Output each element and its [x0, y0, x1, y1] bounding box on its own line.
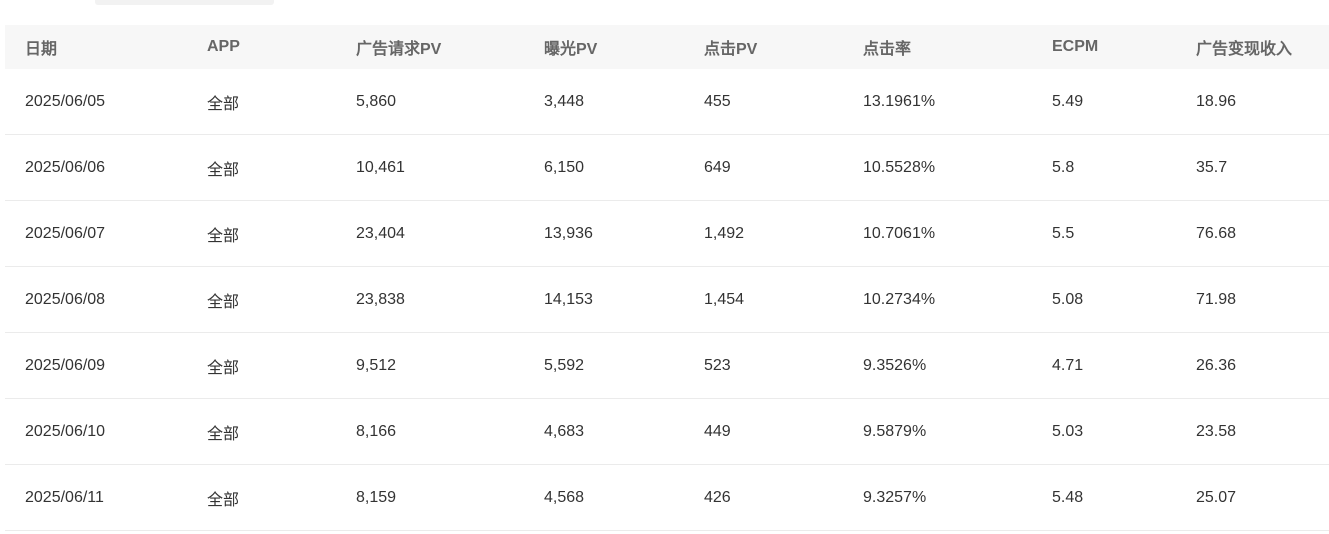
table-cell: 5.08 — [1052, 266, 1196, 333]
table-cell: 全部 — [207, 134, 356, 201]
table-cell: 5.48 — [1052, 464, 1196, 531]
table-cell: 8,159 — [356, 464, 544, 531]
table-cell: 2025/06/11 — [5, 464, 207, 531]
column-header: 点击率 — [863, 25, 1052, 69]
column-header: 日期 — [5, 25, 207, 69]
table-cell: 全部 — [207, 266, 356, 333]
table-cell: 全部 — [207, 200, 356, 267]
table-cell: 18.96 — [1196, 69, 1329, 135]
table-cell: 9.3257% — [863, 464, 1052, 531]
table-cell: 8,166 — [356, 398, 544, 465]
top-control[interactable] — [95, 0, 274, 5]
table-cell: 23,404 — [356, 200, 544, 267]
table-cell: 5.03 — [1052, 398, 1196, 465]
table-cell: 14,153 — [544, 266, 704, 333]
table-cell: 4,683 — [544, 398, 704, 465]
table-cell: 5,592 — [544, 332, 704, 399]
table-cell: 4,568 — [544, 464, 704, 531]
table-row: 2025/06/09 全部 9,512 5,592 523 9.3526% 4.71 26.3… — [5, 332, 1329, 399]
table-cell: 26.36 — [1196, 332, 1329, 399]
table-cell: 全部 — [207, 398, 356, 465]
table-cell: 9.5879% — [863, 398, 1052, 465]
table-cell: 25.07 — [1196, 464, 1329, 531]
table-cell: 全部 — [207, 464, 356, 531]
column-header: APP — [207, 25, 356, 69]
column-header: 曝光PV — [544, 25, 704, 69]
table-cell: 3,448 — [544, 69, 704, 135]
table-cell: 10.5528% — [863, 134, 1052, 201]
table-cell: 13,936 — [544, 200, 704, 267]
table-cell: 2025/06/07 — [5, 200, 207, 267]
table-cell: 9.3526% — [863, 332, 1052, 399]
table-row: 2025/06/11 全部 8,159 4,568 426 9.3257% 5.48 25.0… — [5, 464, 1329, 531]
table-cell: 5.49 — [1052, 69, 1196, 135]
table-row: 2025/06/06 全部 10,461 6,150 649 10.5528% 5.8 35.… — [5, 134, 1329, 201]
table-cell: 76.68 — [1196, 200, 1329, 267]
data-table: 日期 APP 广告请求PV 曝光PV 点击PV 点击率 ECPM 广告变现收入 2025/06… — [5, 25, 1329, 531]
table-cell: 2025/06/06 — [5, 134, 207, 201]
table-cell: 4.71 — [1052, 332, 1196, 399]
table-cell: 5.5 — [1052, 200, 1196, 267]
table-cell: 1,492 — [704, 200, 863, 267]
table-row: 2025/06/08 全部 23,838 14,153 1,454 10.2734% 5.0… — [5, 266, 1329, 333]
table-cell: 6,150 — [544, 134, 704, 201]
table-cell: 455 — [704, 69, 863, 135]
table-cell: 2025/06/10 — [5, 398, 207, 465]
table-cell: 13.1961% — [863, 69, 1052, 135]
table-cell: 2025/06/05 — [5, 69, 207, 135]
table-cell: 523 — [704, 332, 863, 399]
table-cell: 5.8 — [1052, 134, 1196, 201]
table-cell: 71.98 — [1196, 266, 1329, 333]
table-cell: 2025/06/08 — [5, 266, 207, 333]
table-cell: 23,838 — [356, 266, 544, 333]
table-cell: 5,860 — [356, 69, 544, 135]
table-cell: 10.2734% — [863, 266, 1052, 333]
table-cell: 10.7061% — [863, 200, 1052, 267]
table-cell: 全部 — [207, 332, 356, 399]
table-cell: 449 — [704, 398, 863, 465]
column-header: 广告变现收入 — [1196, 25, 1329, 69]
table-cell: 649 — [704, 134, 863, 201]
table-cell: 1,454 — [704, 266, 863, 333]
table-cell: 35.7 — [1196, 134, 1329, 201]
column-header: ECPM — [1052, 25, 1196, 69]
table-cell: 426 — [704, 464, 863, 531]
table-cell: 23.58 — [1196, 398, 1329, 465]
table-row: 2025/06/05 全部 5,860 3,448 455 13.1961% 5.49 18.… — [5, 69, 1329, 135]
table-row: 2025/06/10 全部 8,166 4,683 449 9.5879% 5.03 23.5… — [5, 398, 1329, 465]
table-cell: 9,512 — [356, 332, 544, 399]
table-row: 2025/06/07 全部 23,404 13,936 1,492 10.7061% 5.5… — [5, 200, 1329, 267]
column-header: 点击PV — [704, 25, 863, 69]
column-header: 广告请求PV — [356, 25, 544, 69]
table-cell: 全部 — [207, 69, 356, 135]
table-header-row: 日期 APP 广告请求PV 曝光PV 点击PV 点击率 ECPM 广告变现收入 — [5, 25, 1329, 69]
table-cell: 10,461 — [356, 134, 544, 201]
table-cell: 2025/06/09 — [5, 332, 207, 399]
